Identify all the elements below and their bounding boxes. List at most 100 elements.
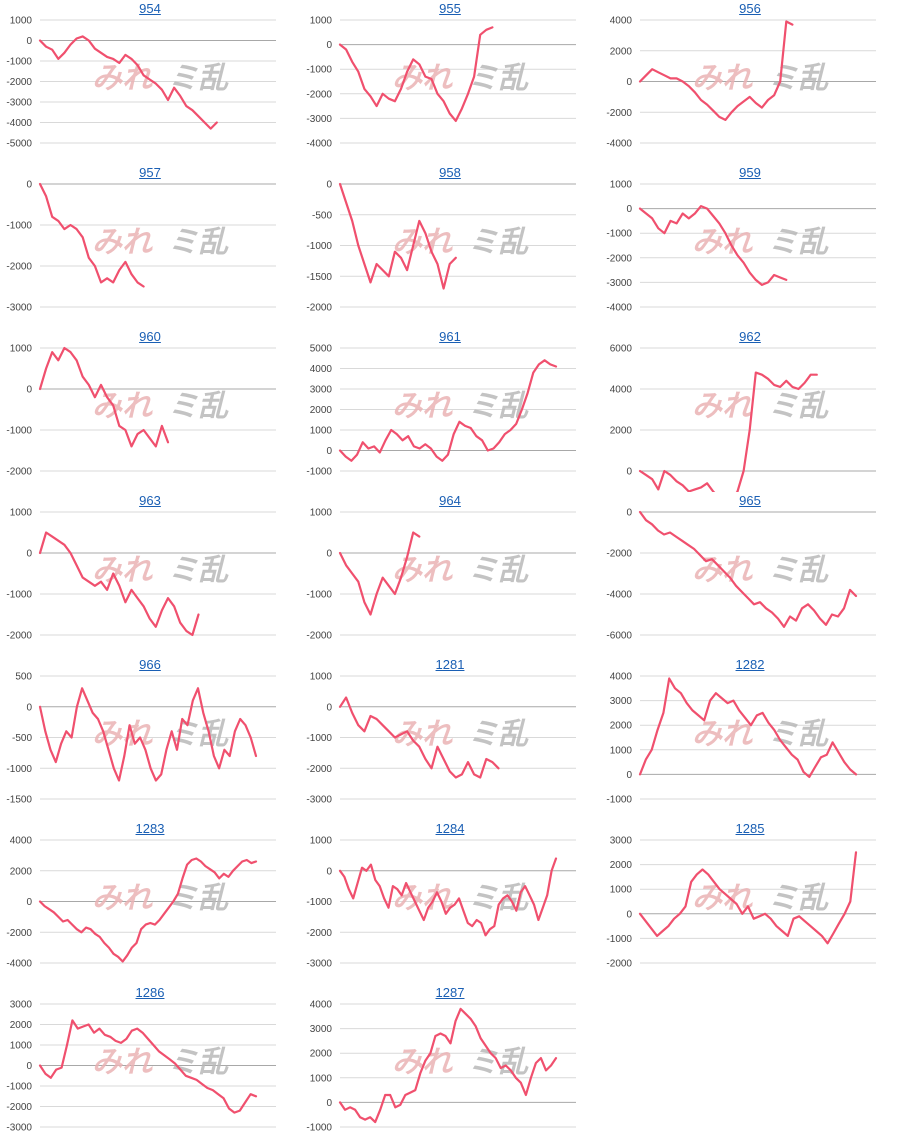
watermark-logo: みれ ミ乱 [92, 881, 229, 916]
y-tick-label: 1000 [10, 1041, 33, 1052]
series-line [38, 346, 170, 448]
watermark-logo: みれ ミ乱 [92, 389, 229, 424]
y-tick-label: -1000 [6, 57, 32, 68]
chart-1286: 1286 3000 2000 1000 0 -1000 -2000 -3000 みれ ミ乱 [0, 984, 300, 1148]
chart-title-link[interactable]: 964 [439, 493, 461, 508]
chart-svg: 4000 3000 2000 1000 0 -1000 みれ ミ乱 [306, 1000, 576, 1134]
watermark-logo: みれ ミ乱 [692, 881, 829, 916]
chart-title-link[interactable]: 960 [139, 329, 161, 344]
watermark-logo: みれ ミ乱 [392, 225, 529, 260]
svg-text:ミ乱: ミ乱 [468, 225, 529, 260]
y-tick-label: 0 [26, 180, 32, 191]
y-tick-label: -2000 [306, 631, 332, 642]
y-tick-label: -5000 [6, 139, 32, 150]
chart-966: 966 500 0 -500 -1000 -1500 みれ ミ乱 [0, 656, 300, 820]
chart-svg: 1000 0 -1000 -2000 -3000 -4000 -5000 みれ ミ乱 [6, 16, 276, 150]
chart-svg: 3000 2000 1000 0 -1000 -2000 -3000 みれ ミ乱 [6, 1000, 276, 1134]
y-tick-label: 4000 [610, 385, 633, 396]
series-line [638, 510, 858, 628]
chart-title-link[interactable]: 966 [139, 657, 161, 672]
svg-text:みれ: みれ [692, 225, 753, 260]
chart-965: 965 0 -2000 -4000 -6000 みれ ミ乱 [600, 492, 900, 656]
chart-svg: 4000 2000 0 -2000 -4000 みれ ミ乱 [6, 836, 276, 970]
watermark-logo: みれ ミ乱 [392, 61, 529, 96]
chart-1287: 1287 4000 3000 2000 1000 0 -1000 みれ ミ乱 [300, 984, 600, 1148]
svg-text:みれ: みれ [392, 61, 453, 96]
y-tick-label: 1000 [310, 1073, 333, 1084]
series-line [638, 677, 858, 779]
svg-text:みれ: みれ [392, 225, 453, 260]
y-tick-label: -2000 [306, 89, 332, 100]
chart-title-link[interactable]: 1281 [435, 657, 465, 672]
series-line [38, 182, 145, 288]
watermark-logo: みれ ミ乱 [692, 717, 829, 752]
y-tick-label: 0 [626, 77, 632, 88]
chart-title-link[interactable]: 965 [739, 493, 761, 508]
chart-svg: 4000 2000 0 -2000 -4000 みれ ミ乱 [606, 16, 876, 150]
y-tick-label: 2000 [610, 721, 633, 732]
series-line [38, 35, 218, 130]
y-tick-label: -2000 [606, 549, 632, 560]
chart-title-link[interactable]: 954 [139, 1, 161, 16]
chart-title-link[interactable]: 959 [739, 165, 761, 180]
chart-title-link[interactable]: 958 [439, 165, 461, 180]
chart-956: 956 4000 2000 0 -2000 -4000 みれ ミ乱 [600, 0, 900, 164]
series-line [38, 687, 258, 782]
svg-text:ミ乱: ミ乱 [468, 553, 529, 588]
series-line [338, 857, 558, 937]
y-tick-label: 0 [626, 467, 632, 478]
chart-title-link[interactable]: 1284 [435, 821, 465, 836]
y-tick-label: 1000 [610, 180, 633, 191]
chart-title-link[interactable]: 1286 [135, 985, 165, 1000]
series-line [338, 182, 457, 290]
y-tick-label: -2000 [606, 108, 632, 119]
y-tick-label: 2000 [610, 426, 633, 437]
chart-title-link[interactable]: 962 [739, 329, 761, 344]
series-line [338, 696, 500, 779]
svg-text:ミ乱: ミ乱 [768, 553, 829, 588]
chart-title-link[interactable]: 963 [139, 493, 161, 508]
chart-title-link[interactable]: 955 [439, 1, 461, 16]
svg-text:みれ: みれ [392, 1045, 453, 1080]
y-tick-label: 2000 [310, 405, 333, 416]
y-tick-label: 0 [326, 40, 332, 51]
y-tick-label: 0 [626, 770, 632, 781]
y-tick-label: 0 [26, 385, 32, 396]
watermark-logo: みれ ミ乱 [92, 553, 229, 588]
y-tick-label: -1000 [606, 795, 632, 806]
chart-title-link[interactable]: 956 [739, 1, 761, 16]
chart-1284: 1284 1000 0 -1000 -2000 -3000 みれ ミ乱 [300, 820, 600, 984]
y-tick-label: 2000 [10, 1020, 33, 1031]
y-tick-label: 2000 [610, 860, 633, 871]
y-tick-label: 0 [626, 204, 632, 215]
y-tick-label: -1000 [6, 590, 32, 601]
svg-text:みれ: みれ [392, 389, 453, 424]
y-tick-label: -2000 [6, 467, 32, 478]
y-tick-label: -3000 [306, 114, 332, 125]
chart-title-link[interactable]: 1282 [735, 657, 765, 672]
chart-963: 963 1000 0 -1000 -2000 みれ ミ乱 [0, 492, 300, 656]
y-tick-label: -4000 [606, 590, 632, 601]
y-tick-label: -1000 [606, 229, 632, 240]
svg-text:みれ: みれ [692, 881, 753, 916]
chart-title-link[interactable]: 957 [139, 165, 161, 180]
svg-text:みれ: みれ [392, 881, 453, 916]
chart-title-link[interactable]: 1287 [435, 985, 465, 1000]
y-tick-label: 0 [326, 180, 332, 191]
series-line [638, 371, 818, 492]
svg-text:みれ: みれ [692, 717, 753, 752]
y-tick-label: -6000 [606, 631, 632, 642]
svg-text:ミ乱: ミ乱 [168, 1045, 229, 1080]
y-tick-label: 3000 [310, 385, 333, 396]
chart-1285: 1285 3000 2000 1000 0 -1000 -2000 みれ ミ乱 [600, 820, 900, 984]
y-tick-label: 5000 [310, 344, 333, 355]
chart-title-link[interactable]: 1283 [135, 821, 165, 836]
chart-title-link[interactable]: 961 [439, 329, 461, 344]
y-tick-label: 4000 [310, 1000, 333, 1011]
chart-957: 957 0 -1000 -2000 -3000 みれ ミ乱 [0, 164, 300, 328]
y-tick-label: -3000 [306, 959, 332, 970]
chart-title-link[interactable]: 1285 [735, 821, 765, 836]
y-tick-label: 3000 [310, 1024, 333, 1035]
y-tick-label: -1000 [306, 1123, 332, 1134]
